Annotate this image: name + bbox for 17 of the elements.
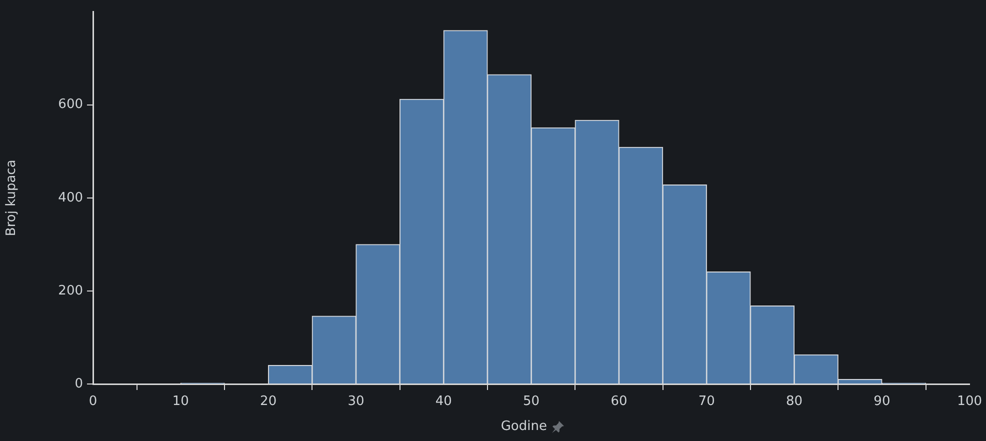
x-tick-label: 80 (786, 394, 803, 410)
y-tick-label: 0 (74, 376, 83, 392)
x-tick-label: 20 (260, 394, 277, 410)
x-tick-label: 10 (172, 394, 189, 410)
x-tick-label: 100 (957, 394, 982, 410)
x-tick-label: 0 (88, 394, 98, 410)
x-tick-label: 50 (523, 394, 540, 410)
x-tick-label: 60 (610, 394, 628, 410)
y-axis-title: Broj kupaca (4, 160, 20, 236)
x-tick-label: 40 (435, 394, 452, 410)
x-tick-label: 90 (874, 394, 890, 410)
x-tick-label: 30 (348, 394, 364, 410)
x-tick-label: 70 (698, 394, 715, 410)
y-tick-label: 400 (58, 190, 83, 206)
y-tick-label: 200 (58, 283, 83, 298)
y-tick-label: 600 (58, 97, 83, 112)
x-axis-title: Godine (500, 419, 547, 434)
